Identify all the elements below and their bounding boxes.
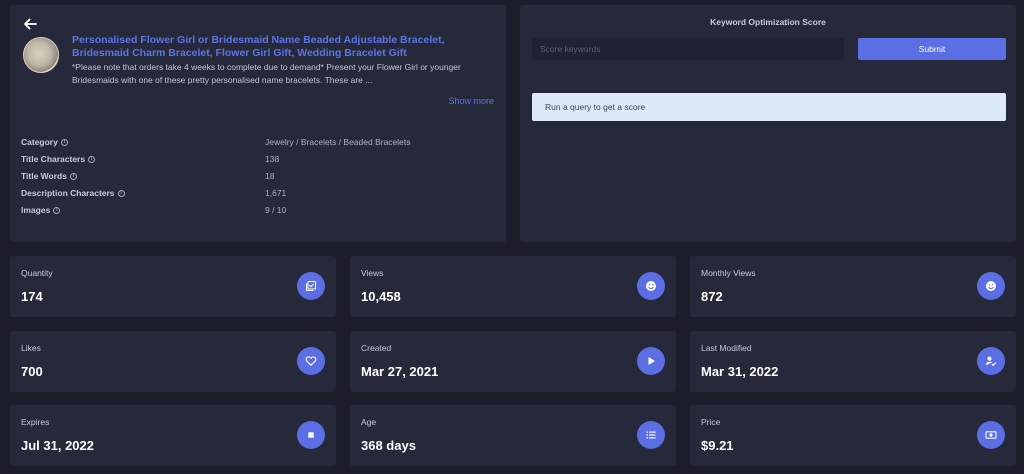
info-icon[interactable]: i bbox=[53, 206, 61, 214]
heart-icon bbox=[297, 347, 325, 375]
info-icon[interactable]: i bbox=[117, 189, 125, 197]
info-icon[interactable]: i bbox=[88, 155, 96, 163]
stat-card-last-modified: Last Modified Mar 31, 2022 bbox=[690, 331, 1016, 392]
stat-label: Price bbox=[701, 417, 721, 427]
stat-card-price: Price $9.21 bbox=[690, 405, 1016, 466]
listing-thumbnail[interactable] bbox=[23, 37, 59, 73]
smile-icon bbox=[977, 272, 1005, 300]
stat-value: 368 days bbox=[361, 438, 416, 453]
stat-card-likes: Likes 700 bbox=[10, 331, 336, 392]
stat-card-created: Created Mar 27, 2021 bbox=[350, 331, 676, 392]
stat-value: Jul 31, 2022 bbox=[21, 438, 94, 453]
listing-panel: Personalised Flower Girl or Bridesmaid N… bbox=[10, 5, 506, 242]
stat-label: Last Modified bbox=[701, 343, 752, 353]
attribute-label: Title Characters bbox=[21, 154, 86, 164]
attribute-value: Jewelry / Bracelets / Beaded Bracelets bbox=[265, 137, 411, 147]
stat-card-views: Views 10,458 bbox=[350, 256, 676, 317]
stat-card-expires: Expires Jul 31, 2022 bbox=[10, 405, 336, 466]
stop-icon bbox=[297, 421, 325, 449]
stat-value: $9.21 bbox=[701, 438, 734, 453]
list-icon bbox=[637, 421, 665, 449]
stat-label: Created bbox=[361, 343, 392, 353]
keyword-optimization-panel: Keyword Optimization Score Submit Run a … bbox=[520, 5, 1016, 242]
submit-button[interactable]: Submit bbox=[858, 38, 1006, 60]
listing-title[interactable]: Personalised Flower Girl or Bridesmaid N… bbox=[72, 34, 445, 59]
stat-card-monthly-views: Monthly Views 872 bbox=[690, 256, 1016, 317]
user-check-icon bbox=[977, 347, 1005, 375]
stat-label: Likes bbox=[21, 343, 41, 353]
smile-icon bbox=[637, 272, 665, 300]
attribute-value: 18 bbox=[265, 171, 275, 181]
keyword-panel-title: Keyword Optimization Score bbox=[710, 17, 826, 27]
attribute-row-description-characters: Description Characters i 1,671 bbox=[21, 188, 491, 202]
stat-label: Quantity bbox=[21, 268, 53, 278]
score-result-alert: Run a query to get a score bbox=[532, 93, 1006, 121]
attribute-row-category: Category i Jewelry / Bracelets / Beaded B… bbox=[21, 137, 491, 151]
stat-label: Views bbox=[361, 268, 384, 278]
attribute-label: Images bbox=[21, 205, 51, 215]
stat-value: 872 bbox=[701, 289, 723, 304]
stat-label: Monthly Views bbox=[701, 268, 756, 278]
stat-value: Mar 31, 2022 bbox=[701, 364, 779, 379]
back-arrow-icon[interactable] bbox=[23, 17, 37, 31]
play-icon bbox=[637, 347, 665, 375]
attribute-row-title-characters: Title Characters i 138 bbox=[21, 154, 491, 168]
cash-icon bbox=[977, 421, 1005, 449]
stat-value: 174 bbox=[21, 289, 43, 304]
attribute-label: Description Characters bbox=[21, 188, 115, 198]
attribute-label: Category bbox=[21, 137, 58, 147]
stat-label: Age bbox=[361, 417, 377, 427]
stat-value: 10,458 bbox=[361, 289, 401, 304]
attribute-label: Title Words bbox=[21, 171, 67, 181]
attribute-value: 9 / 10 bbox=[265, 205, 287, 215]
checklist-icon bbox=[297, 272, 325, 300]
attribute-row-images: Images i 9 / 10 bbox=[21, 205, 491, 219]
stat-card-quantity: Quantity 174 bbox=[10, 256, 336, 317]
listing-description: *Please note that orders take 4 weeks to… bbox=[72, 62, 461, 85]
attribute-row-title-words: Title Words i 18 bbox=[21, 171, 491, 185]
stat-card-age: Age 368 days bbox=[350, 405, 676, 466]
score-keywords-input[interactable] bbox=[532, 38, 844, 60]
stat-value: 700 bbox=[21, 364, 43, 379]
info-icon[interactable]: i bbox=[60, 138, 68, 146]
stat-value: Mar 27, 2021 bbox=[361, 364, 439, 379]
show-more-link[interactable]: Show more bbox=[448, 96, 494, 106]
stat-label: Expires bbox=[21, 417, 50, 427]
attribute-value: 1,671 bbox=[265, 188, 287, 198]
attribute-value: 138 bbox=[265, 154, 280, 164]
info-icon[interactable]: i bbox=[69, 172, 77, 180]
